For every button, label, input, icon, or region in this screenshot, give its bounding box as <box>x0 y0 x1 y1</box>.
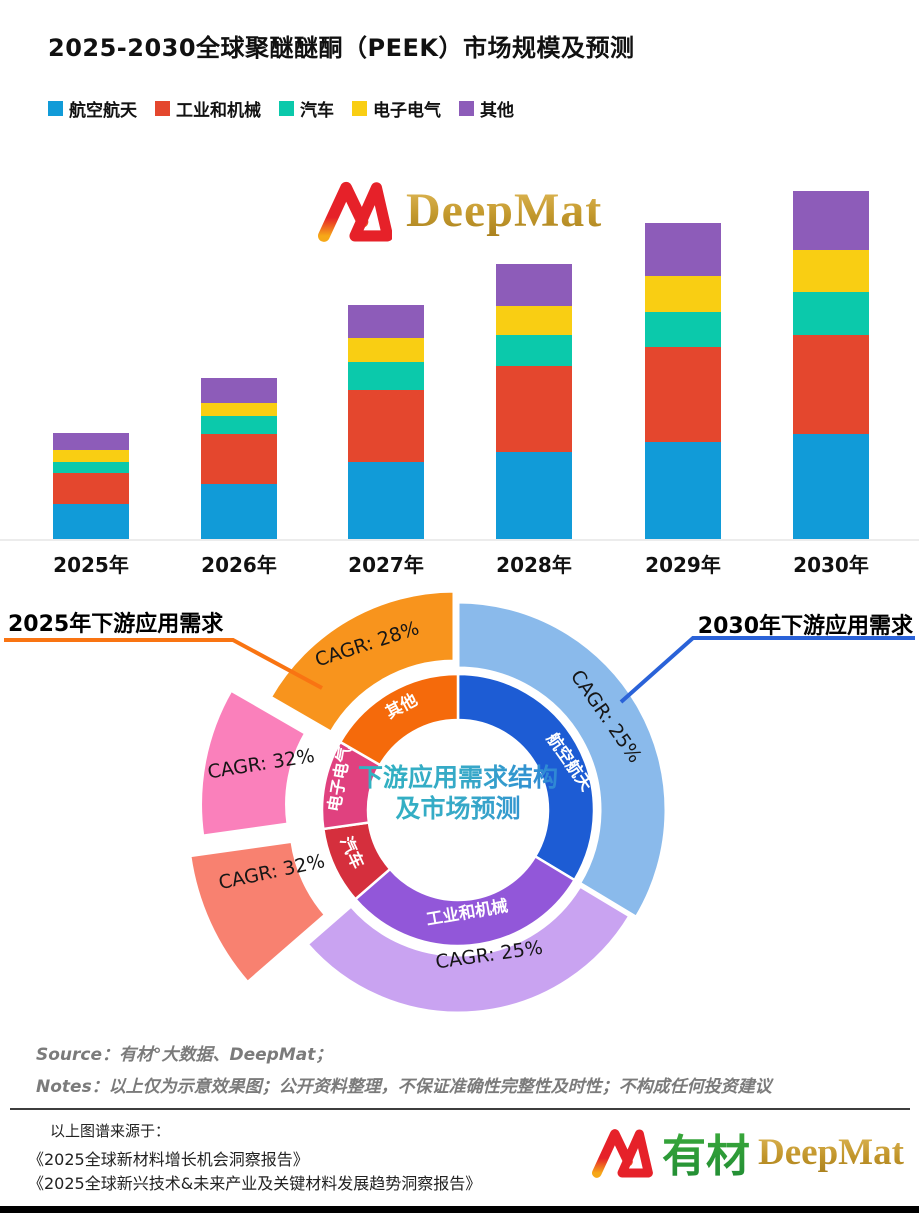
bar-segment-2026年-航空航天 <box>201 484 277 539</box>
bar-segment-2030年-航空航天 <box>793 434 869 539</box>
bar-segment-2025年-工业和机械 <box>53 473 129 504</box>
callout-2030: 2030年下游应用需求 <box>697 614 913 639</box>
x-axis-label-2025年: 2025年 <box>53 553 129 577</box>
legend-swatch <box>48 101 63 116</box>
bar-segment-2027年-航空航天 <box>348 462 424 539</box>
notes-line: Notes：以上仅为示意效果图；公开资料整理，不保证准确性完整性及时性；不构成任… <box>36 1077 772 1097</box>
bar-segment-2026年-汽车 <box>201 416 277 434</box>
legend-label: 汽车 <box>300 101 334 121</box>
page-title: 2025-2030全球聚醚醚酮（PEEK）市场规模及预测 <box>48 34 635 62</box>
x-axis-label-2030年: 2030年 <box>793 553 869 577</box>
donut-center-line2: 及市场预测 <box>395 794 521 823</box>
legend-label: 电子电气 <box>373 101 441 121</box>
legend-item-工业和机械: 工业和机械 <box>155 96 261 121</box>
bar-segment-2027年-电子电气 <box>348 338 424 362</box>
footer-brand-cn: 有材 <box>662 1120 750 1184</box>
legend-swatch <box>279 101 294 116</box>
callout-line-2025 <box>4 638 323 690</box>
bar-segment-2029年-航空航天 <box>645 442 721 539</box>
legend-swatch <box>352 101 367 116</box>
bar-segment-2029年-工业和机械 <box>645 347 721 442</box>
bottom-black-bar <box>0 1206 919 1213</box>
legend-label: 其他 <box>480 101 514 121</box>
bar-segment-2028年-工业和机械 <box>496 366 572 452</box>
watermark-brand-text: DeepMat <box>406 183 603 237</box>
legend-swatch <box>155 101 170 116</box>
brand-watermark: DeepMat <box>318 172 602 248</box>
donut-center-line1: 下游应用需求结构 <box>357 763 558 792</box>
x-axis-label-2029年: 2029年 <box>645 553 721 577</box>
bar-segment-2027年-汽车 <box>348 362 424 390</box>
legend-swatch <box>459 101 474 116</box>
bar-segment-2028年-汽车 <box>496 335 572 366</box>
bar-segment-2027年-工业和机械 <box>348 390 424 462</box>
footer-brand-en: DeepMat <box>758 1131 904 1173</box>
legend-item-汽车: 汽车 <box>279 96 334 121</box>
donut-inner-其他 <box>338 672 460 767</box>
x-axis-line <box>0 539 919 541</box>
donut-outer-航空航天 <box>456 600 668 920</box>
callout-line-2030 <box>619 636 915 704</box>
donut-inner-航空航天 <box>456 672 596 882</box>
callout-2025: 2025年下游应用需求 <box>8 612 224 637</box>
legend-item-航空航天: 航空航天 <box>48 96 137 121</box>
donut-inner-工业和机械 <box>353 854 577 948</box>
donut-center-title: 下游应用需求结构 及市场预测 <box>338 762 578 824</box>
x-axis-label-2026年: 2026年 <box>201 553 277 577</box>
bar-segment-2026年-工业和机械 <box>201 434 277 484</box>
bar-segment-2025年-电子电气 <box>53 450 129 462</box>
bar-segment-2026年-其他 <box>201 378 277 403</box>
bar-segment-2025年-航空航天 <box>53 504 129 539</box>
legend-item-电子电气: 电子电气 <box>352 96 441 121</box>
donut-outer-其他 <box>268 589 456 735</box>
footer-intro: 以上图谱来源于： <box>50 1122 171 1140</box>
bar-segment-2030年-其他 <box>793 191 869 250</box>
legend-label: 工业和机械 <box>176 101 261 121</box>
legend-label: 航空航天 <box>69 101 137 121</box>
bar-segment-2027年-其他 <box>348 305 424 338</box>
deepmat-logo-icon <box>592 1129 653 1178</box>
source-line: Source：有材°大数据、DeepMat； <box>36 1045 333 1065</box>
bar-segment-2028年-电子电气 <box>496 306 572 335</box>
bar-segment-2029年-汽车 <box>645 312 721 347</box>
x-axis-label-2027年: 2027年 <box>348 553 424 577</box>
footer-report-1: 《2025全球新材料增长机会洞察报告》 <box>28 1150 309 1169</box>
footer-brand-logo: 有材 DeepMat <box>590 1120 904 1184</box>
footer-divider <box>10 1108 910 1110</box>
deepmat-logo-icon <box>318 181 392 242</box>
bar-segment-2026年-电子电气 <box>201 403 277 416</box>
donut-outer-电子电气 <box>199 688 308 838</box>
donut-outer-工业和机械 <box>305 884 632 1015</box>
bar-segment-2030年-汽车 <box>793 292 869 335</box>
bar-segment-2030年-工业和机械 <box>793 335 869 434</box>
bar-segment-2028年-航空航天 <box>496 452 572 539</box>
donut-outer-汽车 <box>188 839 328 985</box>
bar-segment-2025年-汽车 <box>53 462 129 473</box>
bar-segment-2029年-其他 <box>645 223 721 276</box>
bar-segment-2028年-其他 <box>496 264 572 306</box>
legend-item-其他: 其他 <box>459 96 514 121</box>
bar-segment-2029年-电子电气 <box>645 276 721 312</box>
bar-segment-2030年-电子电气 <box>793 250 869 292</box>
bar-segment-2025年-其他 <box>53 433 129 450</box>
legend: 航空航天 工业和机械 汽车 电子电气 其他 <box>48 96 514 121</box>
x-axis-label-2028年: 2028年 <box>496 553 572 577</box>
footer-report-2: 《2025全球新兴技术&未来产业及关键材料发展趋势洞察报告》 <box>28 1174 482 1193</box>
